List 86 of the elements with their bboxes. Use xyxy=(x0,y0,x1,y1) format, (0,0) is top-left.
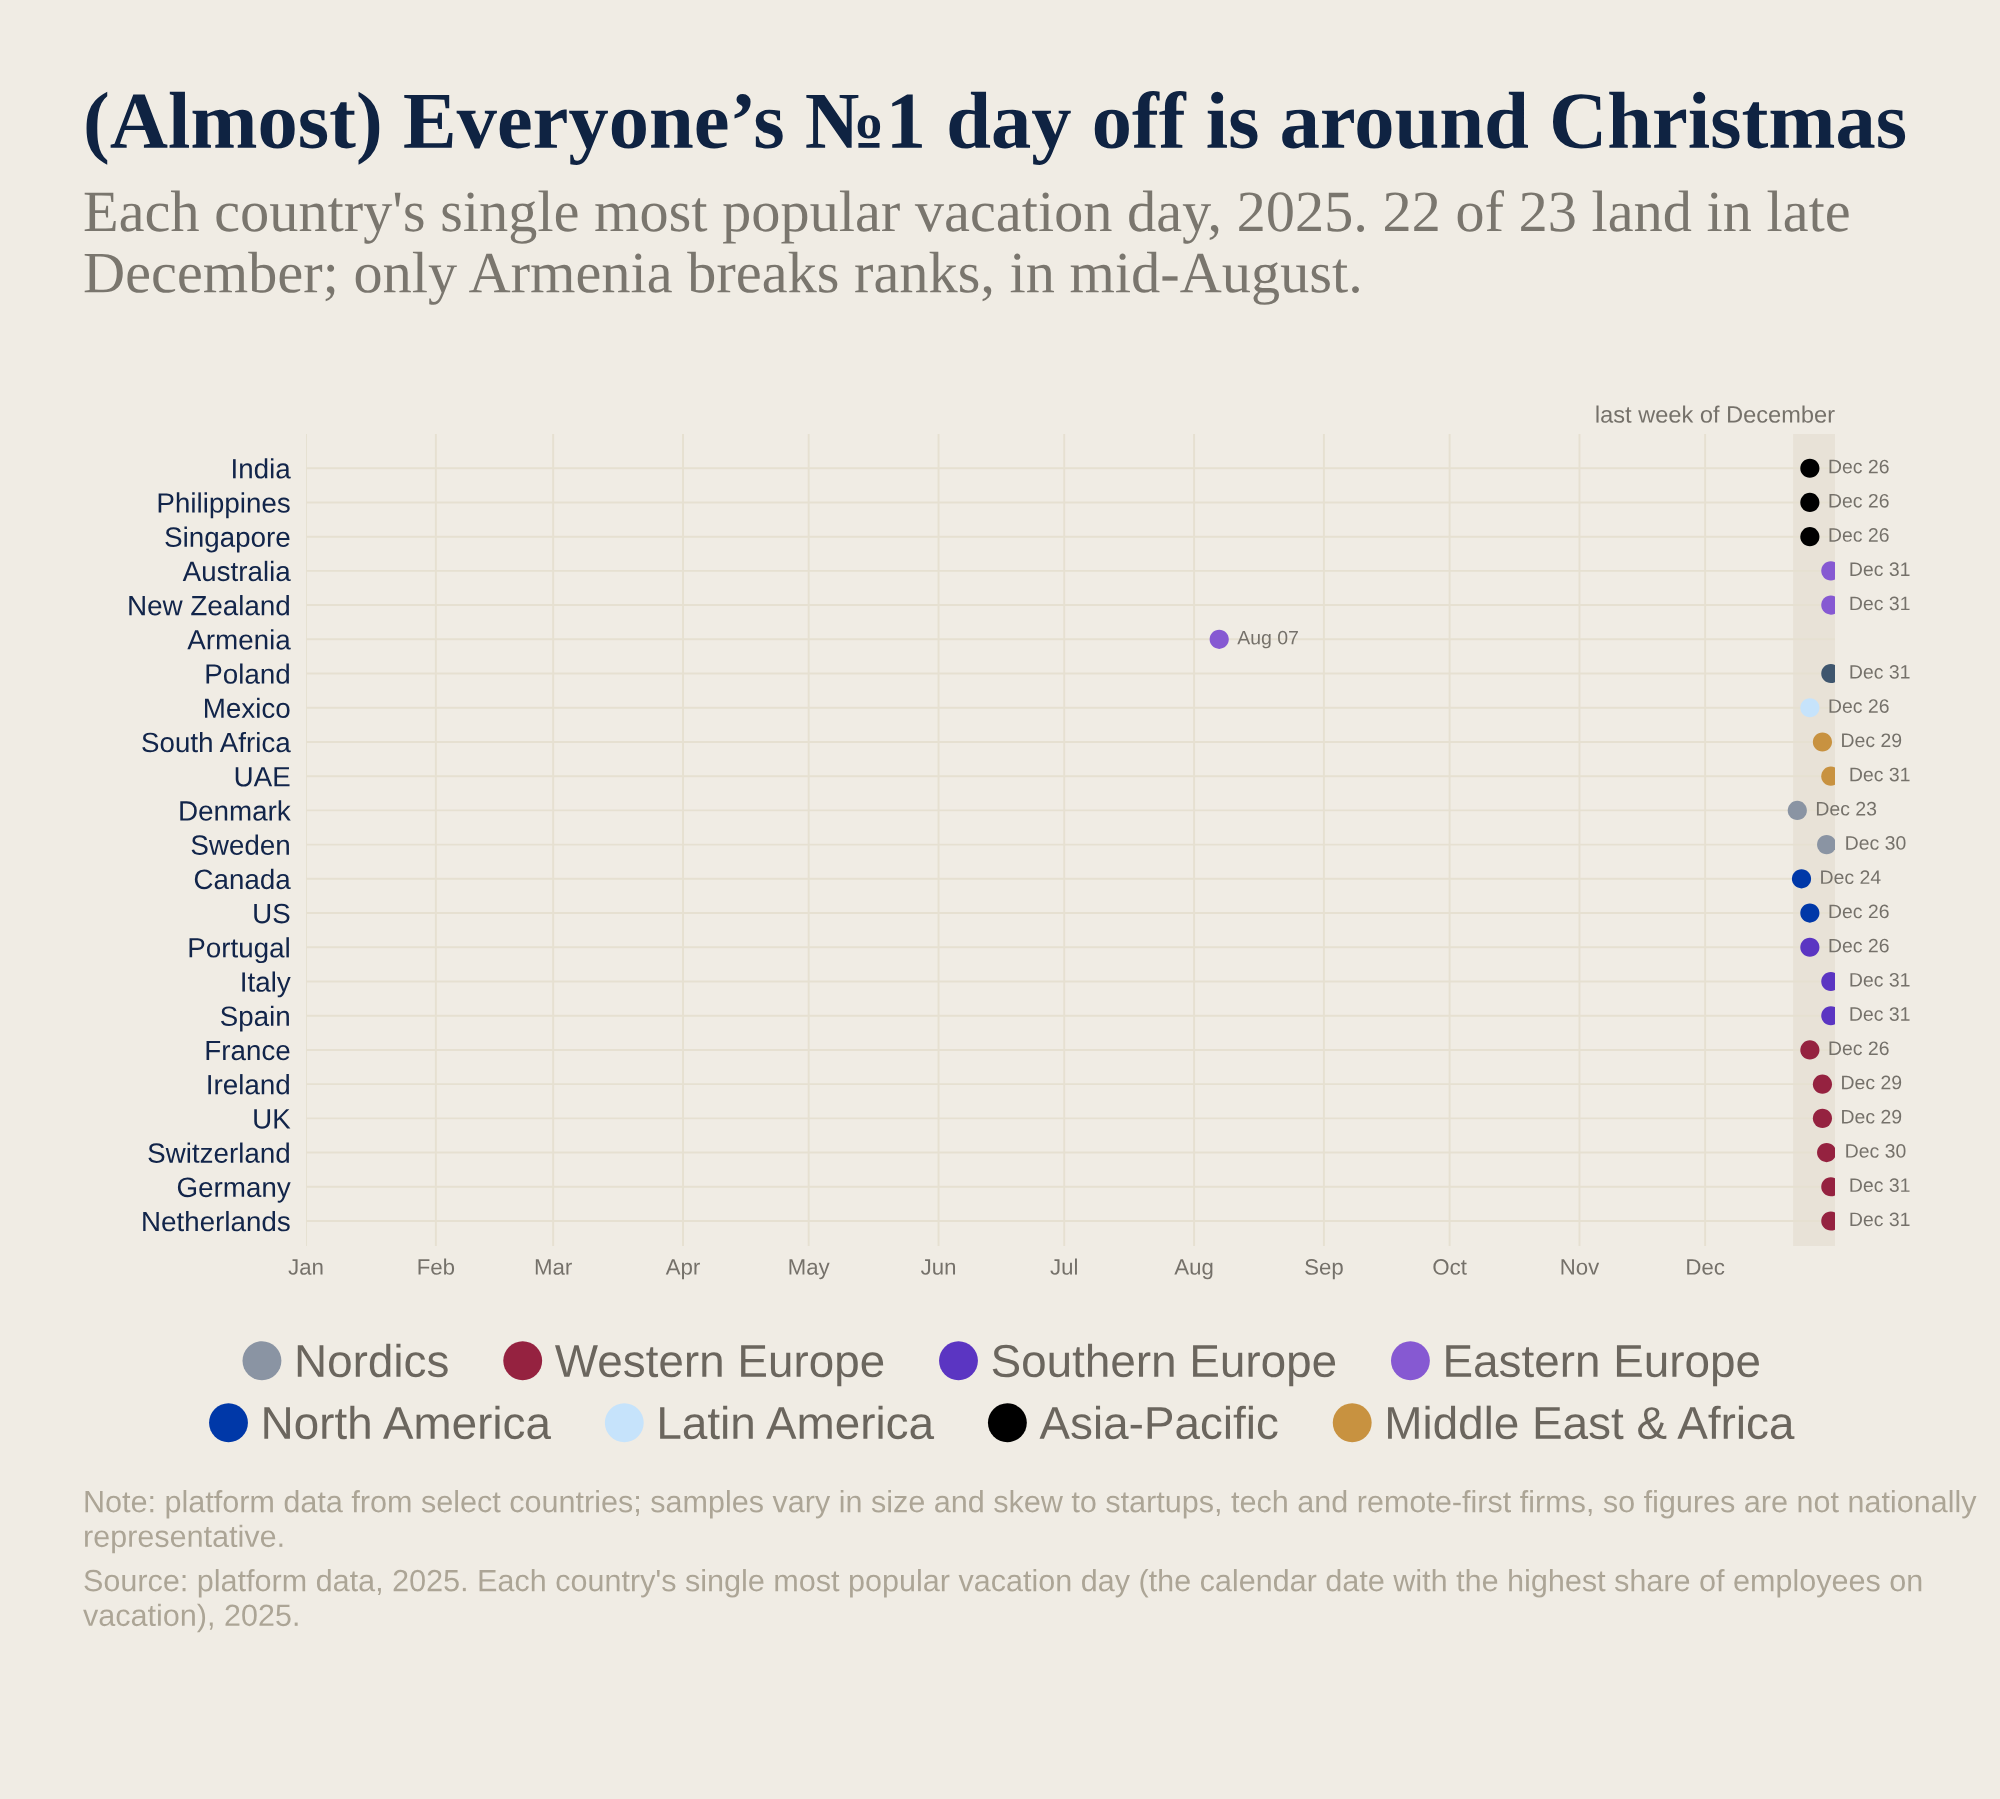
y-tick-label: UK xyxy=(254,1109,291,1129)
data-label: Dec 31 xyxy=(1850,972,1910,987)
y-tick-label: Germany xyxy=(177,1177,291,1203)
x-tick-label: Sep xyxy=(1305,1259,1343,1280)
data-label: Dec 31 xyxy=(1850,1178,1910,1193)
data-label: Dec 30 xyxy=(1846,836,1906,850)
data-label: Dec 31 xyxy=(1850,596,1910,611)
source-note: Source: platform data, 2025. Each country's single most popular vacation day (the calendar date with the highest share of employees on vacation), 2025. xyxy=(83,1569,1922,1633)
data-label: Dec 26 xyxy=(1829,904,1889,919)
y-tick-label: Spain xyxy=(220,1005,289,1032)
chart-subtitle: Each country's single most popular vacation day, 2025. 22 of 23 land in late December; only Armenia breaks ranks, in mid-August. xyxy=(84,190,1849,305)
data-label: Dec 26 xyxy=(1829,938,1889,953)
data-label: Dec 26 xyxy=(1829,528,1889,542)
y-tick-label: Denmark xyxy=(180,800,291,821)
point xyxy=(1812,732,1832,752)
x-tick-label: Jan xyxy=(288,1259,323,1275)
y-tick-label: France xyxy=(206,1040,290,1061)
data-label: Dec 31 xyxy=(1850,562,1910,577)
point xyxy=(1791,869,1812,889)
x-tick-label: Jul xyxy=(1050,1258,1077,1275)
data-label: Dec 26 xyxy=(1829,1041,1889,1056)
legend-label: Eastern Europe xyxy=(1446,1345,1759,1387)
data-label: Dec 29 xyxy=(1842,733,1902,748)
data-label: Dec 31 xyxy=(1850,664,1910,679)
legend-label: Nordics xyxy=(297,1343,448,1378)
data-label: Aug 07 xyxy=(1237,630,1298,649)
y-tick-label: Switzerland xyxy=(148,1142,289,1163)
chart-title: (Almost) Everyone’s №1 day off is around Christmas xyxy=(86,90,1906,166)
data-label: Dec 31 xyxy=(1850,1007,1910,1021)
x-tick-label: Feb xyxy=(418,1258,455,1275)
y-tick-label: Italy xyxy=(242,971,291,998)
legend-label: Latin America xyxy=(660,1405,935,1440)
point xyxy=(1800,937,1820,957)
x-tick-label: Dec xyxy=(1687,1259,1725,1275)
x-tick-label: Oct xyxy=(1433,1259,1467,1275)
data-label: Dec 29 xyxy=(1842,1075,1902,1090)
point xyxy=(1787,800,1807,820)
data-label: Dec 31 xyxy=(1850,1212,1910,1227)
x-tick-label: Apr xyxy=(665,1259,700,1280)
y-tick-label: Armenia xyxy=(187,629,291,650)
y-tick-label: Poland xyxy=(206,663,289,684)
y-tick-label: Mexico xyxy=(205,697,290,719)
y-tick-label: Singapore xyxy=(165,526,290,553)
point xyxy=(1209,629,1229,649)
text: Note: platform data from select countries; samples vary in size and skew to startups, tech and remote-first firms, so figures are not nationally representative. xyxy=(85,1490,1977,1554)
data-label: Dec 26 xyxy=(1829,699,1889,713)
data-label: Dec 29 xyxy=(1842,1109,1902,1124)
y-tick-label: New Zealand xyxy=(129,595,289,616)
band-label: last week of December xyxy=(1596,405,1835,423)
legend-label: Western Europe xyxy=(555,1345,884,1387)
y-tick-label: Philippines xyxy=(158,492,290,519)
legend-label: North America xyxy=(264,1405,551,1440)
data-label: Dec 23 xyxy=(1816,801,1877,816)
point xyxy=(1800,492,1820,513)
x-tick-label: Mar xyxy=(535,1259,572,1275)
y-tick-label: India xyxy=(233,458,291,479)
legend-label: Southern Europe xyxy=(992,1343,1336,1387)
x-tick-label: Nov xyxy=(1561,1259,1600,1275)
y-tick-label: US xyxy=(254,903,290,924)
point xyxy=(1800,458,1820,478)
point xyxy=(1817,1143,1835,1163)
data-label: Dec 24 xyxy=(1821,870,1881,885)
data-label: Dec 31 xyxy=(1850,767,1910,782)
y-tick-label: Sweden xyxy=(191,834,289,855)
legend-label: Middle East & Africa xyxy=(1388,1405,1795,1440)
y-tick-label: Netherlands xyxy=(143,1210,290,1232)
x-tick-label: Jun xyxy=(920,1259,956,1275)
legend-label: Asia-Pacific xyxy=(1039,1405,1278,1440)
data-label: Dec 30 xyxy=(1846,1144,1906,1158)
data-label: Dec 26 xyxy=(1829,493,1889,508)
point xyxy=(1800,1040,1820,1060)
y-tick-label: UAE xyxy=(235,767,290,787)
y-tick-label: Portugal xyxy=(189,937,289,964)
point xyxy=(1800,698,1820,718)
y-tick-label: Canada xyxy=(194,868,291,890)
y-tick-label: Australia xyxy=(182,560,291,582)
point xyxy=(1812,1074,1832,1094)
point xyxy=(1800,527,1820,547)
y-tick-label: Ireland xyxy=(208,1074,289,1095)
x-tick-label: May xyxy=(789,1259,830,1280)
point xyxy=(1812,1108,1832,1128)
point xyxy=(1817,835,1835,855)
data-label: Dec 26 xyxy=(1829,459,1889,474)
x-tick-label: Aug xyxy=(1174,1259,1213,1280)
point xyxy=(1800,903,1820,923)
y-tick-label: South Africa xyxy=(142,731,291,753)
